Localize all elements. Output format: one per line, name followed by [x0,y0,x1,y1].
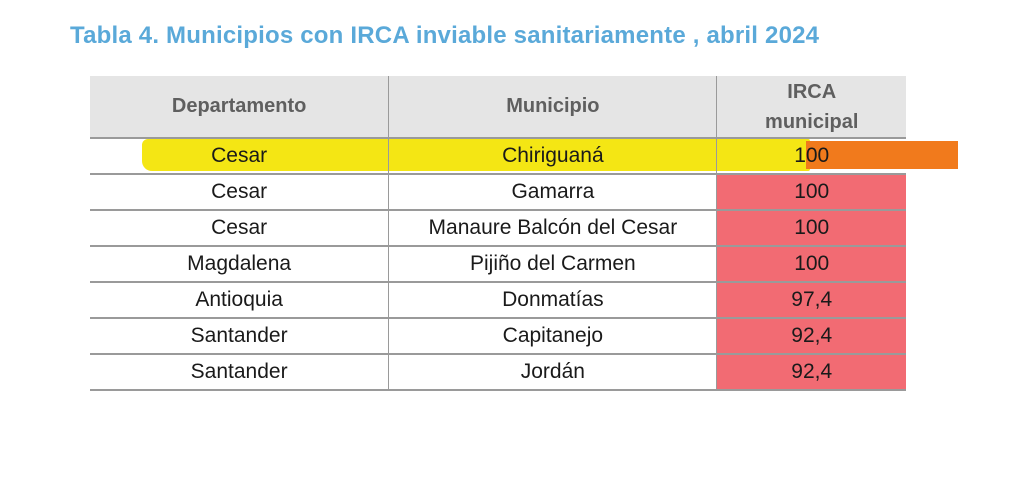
cell-municipio: Pijiño del Carmen [388,247,716,281]
cell-irca: 92,4 [716,319,906,353]
cell-irca: 100 [716,211,906,245]
cell-municipio: Jordán [388,355,716,389]
table-row: Magdalena Pijiño del Carmen 100 [90,247,906,283]
cell-municipio: Manaure Balcón del Cesar [388,211,716,245]
cell-municipio: Gamarra [388,175,716,209]
yellow-highlighter-mark [142,139,810,171]
table-row: Santander Jordán 92,4 [90,355,906,391]
cell-departamento: Magdalena [187,252,292,275]
cell-departamento: Cesar [211,180,268,203]
cell-irca: 100 [716,175,906,209]
cell-irca: 100 [716,247,906,281]
cell-departamento: Antioquia [195,288,283,311]
header-irca: IRCA municipal [716,76,906,137]
irca-table: Departamento Municipio IRCA municipal Ce… [90,76,958,391]
cell-municipio: Donmatías [388,283,716,317]
cell-departamento: Cesar [211,144,268,167]
cell-departamento: Santander [190,324,288,347]
table-row: Antioquia Donmatías 97,4 [90,283,906,319]
cell-irca: 92,4 [716,355,906,389]
cell-municipio: Chiriguaná [388,139,716,173]
cell-departamento: Santander [190,360,288,383]
cell-municipio: Capitanejo [388,319,716,353]
header-municipio: Municipio [388,76,716,137]
header-irca-line1: IRCA [787,80,837,103]
table-row: Cesar Manaure Balcón del Cesar 100 [90,211,906,247]
table-header-row: Departamento Municipio IRCA municipal [90,76,906,139]
cell-irca: 100 [716,139,906,173]
table-row: Cesar Chiriguaná 100 [90,139,958,175]
cell-irca: 97,4 [716,283,906,317]
header-departamento: Departamento [171,95,307,117]
cell-departamento: Cesar [211,216,268,239]
table-row: Cesar Gamarra 100 [90,175,906,211]
header-irca-line2: municipal [765,110,859,133]
orange-highlight-mark [806,141,958,169]
table-title: Tabla 4. Municipios con IRCA inviable sa… [70,22,820,49]
table-row: Santander Capitanejo 92,4 [90,319,906,355]
